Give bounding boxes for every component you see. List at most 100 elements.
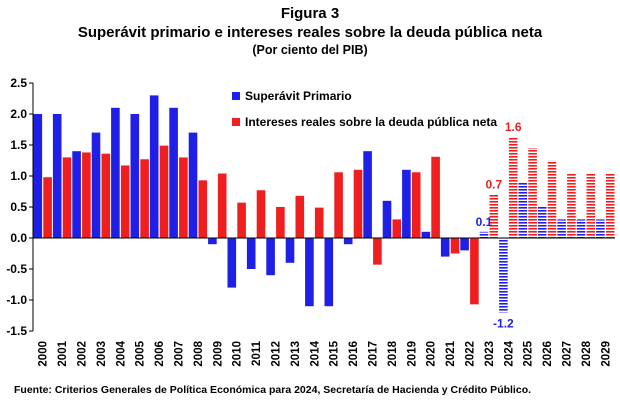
data-label: 0.1 [476, 215, 493, 229]
x-tick-label-2016: 2016 [348, 341, 360, 367]
primary-surplus-bar-2023 [479, 231, 489, 238]
y-tick-label: 1.0 [10, 169, 27, 183]
interest-bar-2016 [353, 169, 363, 238]
primary-surplus-bar-2008 [188, 132, 198, 238]
x-tick-label-2009: 2009 [212, 341, 224, 367]
y-tick-label: -1.5 [6, 324, 27, 338]
y-tick-label: 1.5 [10, 138, 27, 152]
interest-bar-2017 [373, 238, 382, 265]
x-tick-label-2004: 2004 [115, 340, 127, 366]
interest-bar-2014 [314, 207, 324, 238]
interest-bar-2009 [217, 173, 227, 238]
primary-surplus-bar-2015 [324, 238, 334, 307]
interest-bar-2008 [198, 180, 208, 238]
x-tick-label-2028: 2028 [581, 340, 593, 366]
interest-bar-2022 [470, 238, 479, 305]
interest-bar-2010 [237, 202, 246, 238]
interest-bar-2011 [256, 190, 266, 238]
x-tick-label-2007: 2007 [174, 341, 186, 367]
primary-surplus-bar-2025 [518, 182, 528, 238]
x-tick-label-2014: 2014 [309, 340, 321, 366]
x-tick-label-2006: 2006 [154, 341, 166, 367]
x-tick-label-2029: 2029 [600, 341, 612, 367]
primary-surplus-bar-2003 [91, 132, 101, 238]
x-tick-label-2021: 2021 [445, 340, 457, 366]
x-tick-label-2010: 2010 [232, 341, 244, 367]
primary-surplus-bar-2017 [363, 151, 372, 238]
primary-surplus-bar-2020 [421, 231, 431, 238]
primary-surplus-bar-2009 [208, 238, 217, 245]
x-tick-label-2026: 2026 [542, 341, 554, 367]
interest-bar-2015 [334, 172, 343, 238]
primary-surplus-bar-2016 [343, 238, 353, 245]
legend-swatch-interest [232, 118, 240, 126]
x-tick-label-2017: 2017 [368, 341, 380, 367]
interest-bar-2012 [276, 207, 285, 238]
y-tick-label: 0.5 [10, 200, 27, 214]
x-tick-label-2003: 2003 [96, 341, 108, 367]
interest-bar-2003 [101, 153, 111, 238]
x-tick-label-2024: 2024 [503, 340, 515, 366]
x-tick-label-2015: 2015 [329, 340, 341, 366]
interest-bar-2000 [43, 177, 52, 238]
primary-surplus-bar-2006 [149, 95, 159, 239]
chart-subtitle: (Por ciento del PIB) [252, 43, 368, 57]
x-tick-label-2019: 2019 [406, 341, 418, 367]
chart-title: Superávit primario e intereses reales so… [77, 24, 543, 41]
interest-bar-2018 [392, 219, 402, 238]
interest-bar-2029 [605, 172, 615, 238]
legend-swatch-primary-surplus [232, 92, 240, 100]
data-label: -1.2 [493, 316, 514, 330]
y-tick-label: -0.5 [6, 262, 27, 276]
primary-surplus-bar-2001 [52, 114, 62, 238]
interest-bar-2028 [586, 172, 596, 238]
interest-bar-2020 [431, 156, 440, 238]
x-tick-label-2023: 2023 [484, 341, 496, 367]
primary-surplus-bar-2024 [499, 238, 508, 313]
source-note: Fuente: Criterios Generales de Política … [14, 384, 532, 396]
interest-bar-2026 [547, 160, 557, 238]
primary-surplus-bar-2002 [72, 151, 81, 238]
x-tick-label-2011: 2011 [251, 340, 263, 366]
primary-surplus-bar-2022 [460, 238, 469, 251]
primary-surplus-bar-2029 [596, 219, 605, 238]
primary-surplus-bar-2005 [130, 114, 140, 238]
primary-surplus-bar-2004 [111, 107, 120, 238]
y-tick-label: 0.0 [10, 231, 27, 245]
legend-label-primary-surplus: Superávit Primario [245, 89, 352, 103]
interest-bar-2025 [528, 148, 537, 238]
primary-surplus-bar-2026 [537, 207, 547, 238]
primary-surplus-bar-2021 [440, 238, 450, 257]
interest-bar-2019 [411, 172, 421, 238]
data-label: 0.7 [485, 178, 502, 192]
x-tick-label-2001: 2001 [57, 340, 69, 366]
y-tick-label: -1.0 [6, 293, 27, 307]
data-label: 1.6 [505, 120, 522, 134]
x-tick-label-2002: 2002 [77, 341, 89, 367]
interest-bar-2007 [179, 157, 188, 238]
y-tick-label: 2.0 [10, 107, 27, 121]
primary-surplus-bar-2013 [285, 238, 295, 263]
primary-surplus-bar-2000 [33, 114, 43, 238]
interest-bar-2001 [62, 157, 72, 238]
primary-surplus-bar-2011 [246, 238, 256, 269]
primary-surplus-bar-2028 [576, 219, 586, 238]
interest-bar-2006 [159, 145, 169, 238]
legend-label-interest: Intereses reales sobre la deuda pública … [245, 115, 497, 129]
y-tick-label: 2.5 [10, 76, 27, 90]
figure-label: Figura 3 [280, 5, 340, 22]
x-tick-label-2000: 2000 [38, 341, 50, 367]
interest-bar-2002 [82, 152, 91, 238]
interest-bar-2027 [567, 172, 576, 238]
x-tick-label-2020: 2020 [426, 341, 438, 367]
primary-surplus-bar-2010 [227, 238, 237, 288]
x-tick-label-2018: 2018 [387, 340, 399, 366]
x-tick-label-2022: 2022 [465, 341, 477, 367]
primary-surplus-bar-2019 [402, 169, 411, 238]
x-tick-label-2005: 2005 [135, 340, 147, 366]
primary-surplus-bar-2018 [382, 200, 392, 238]
interest-bar-2023 [489, 194, 499, 238]
primary-surplus-bar-2012 [266, 238, 275, 276]
primary-surplus-bar-2007 [169, 107, 178, 238]
